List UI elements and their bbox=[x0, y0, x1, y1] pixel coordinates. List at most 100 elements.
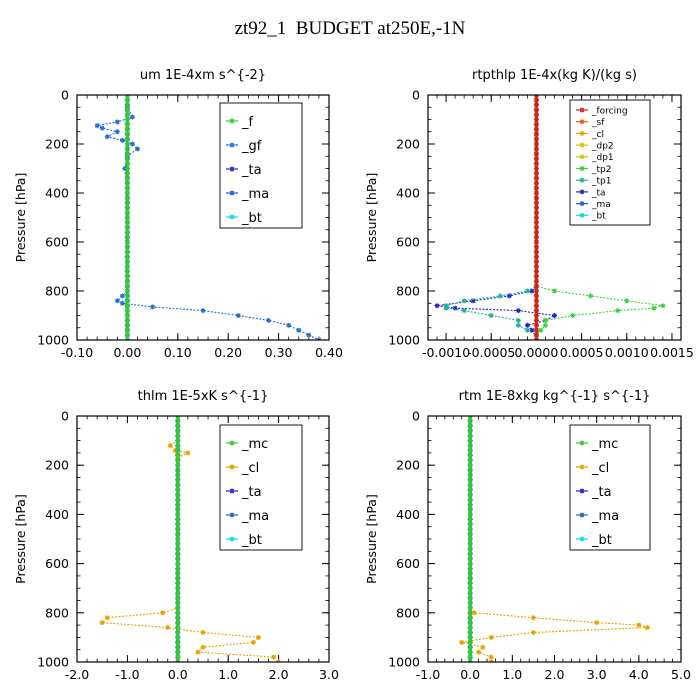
point-f bbox=[124, 293, 130, 299]
point-mc bbox=[467, 634, 473, 640]
point-mc bbox=[467, 457, 473, 463]
legend-label: _ta bbox=[241, 163, 262, 178]
legend-marker bbox=[229, 440, 235, 446]
point-f bbox=[124, 288, 130, 294]
point-mc bbox=[467, 526, 473, 532]
point-forcing bbox=[533, 180, 539, 186]
point-mc bbox=[467, 467, 473, 473]
panel-title: thlm 1E-5xK s^{-1} bbox=[138, 389, 269, 404]
point-f bbox=[124, 112, 130, 118]
point-f bbox=[124, 313, 130, 318]
point-cl bbox=[200, 644, 206, 650]
point-mc bbox=[467, 502, 473, 508]
x-tick-label: 0.0 bbox=[460, 667, 480, 682]
point-mc bbox=[175, 487, 181, 493]
x-tick-label: 0.10 bbox=[164, 345, 192, 360]
point-forcing bbox=[533, 131, 539, 137]
point-tp2 bbox=[542, 322, 548, 328]
point-mc bbox=[175, 600, 181, 606]
plot-frame bbox=[427, 94, 682, 341]
point-mc bbox=[175, 443, 181, 449]
series-group bbox=[459, 416, 650, 662]
point-f bbox=[124, 180, 130, 186]
x-tick-label: 3.0 bbox=[587, 667, 607, 682]
point-forcing bbox=[533, 264, 539, 269]
point-mc bbox=[175, 634, 181, 640]
point-f bbox=[124, 141, 130, 147]
point-mc bbox=[467, 570, 473, 576]
y-axis-label: Pressure [hPa] bbox=[13, 494, 28, 584]
point-mc bbox=[175, 629, 181, 635]
point-f bbox=[124, 322, 130, 328]
page-title: zt92_1 BUDGET at250E,-1N bbox=[234, 18, 466, 39]
point-mc bbox=[467, 423, 473, 429]
point-mc bbox=[175, 654, 181, 660]
x-tick-label: -1.0 bbox=[115, 667, 139, 682]
point-mc bbox=[175, 615, 181, 621]
x-tick-label: 0.30 bbox=[265, 345, 293, 360]
point-cl bbox=[185, 450, 191, 456]
legend-marker bbox=[579, 107, 585, 113]
point-forcing bbox=[533, 185, 539, 191]
x-tick-label: -0.0005 bbox=[467, 345, 515, 360]
point-cl bbox=[488, 654, 494, 660]
y-tick-label: 600 bbox=[45, 235, 69, 250]
x-tick-label: -2.0 bbox=[65, 667, 89, 682]
point-mc bbox=[175, 526, 181, 532]
point-forcing bbox=[533, 190, 539, 196]
point-mc bbox=[467, 521, 473, 527]
y-tick-label: 600 bbox=[396, 235, 420, 250]
x-tick-label: 4.0 bbox=[629, 667, 649, 682]
point-cl bbox=[271, 654, 277, 660]
point-mc bbox=[175, 620, 181, 626]
point-ta bbox=[506, 293, 512, 299]
y-tick-label: 200 bbox=[45, 458, 69, 473]
point-mc bbox=[467, 472, 473, 478]
legend-label: _bt bbox=[591, 533, 612, 548]
panel-2: rtpthlp 1E-4x(kg K)/(kg s) Pressure [hPa]… bbox=[364, 68, 694, 360]
point-cl bbox=[459, 639, 465, 645]
point-f bbox=[124, 131, 130, 137]
y-tick-label: 200 bbox=[396, 137, 420, 152]
legend-label: _ma bbox=[241, 187, 269, 202]
point-f bbox=[124, 264, 130, 269]
point-mc bbox=[175, 457, 181, 463]
point-mc bbox=[467, 575, 473, 581]
legend-label: _cl bbox=[241, 461, 259, 476]
point-cl bbox=[99, 620, 105, 626]
point-gf bbox=[150, 304, 156, 310]
point-mc bbox=[175, 472, 181, 478]
x-tick-label: 2.0 bbox=[545, 667, 565, 682]
point-mc bbox=[175, 516, 181, 522]
point-gf bbox=[296, 327, 302, 333]
point-mc bbox=[175, 541, 181, 547]
point-forcing bbox=[533, 141, 539, 147]
plot-frame bbox=[427, 415, 682, 663]
point-mc bbox=[175, 492, 181, 498]
point-tp1 bbox=[461, 308, 467, 314]
legend-label: _mc bbox=[241, 437, 268, 452]
point-forcing bbox=[533, 102, 539, 108]
point-forcing bbox=[533, 239, 539, 245]
point-tp2 bbox=[588, 293, 594, 299]
legend-marker bbox=[229, 166, 235, 172]
point-mc bbox=[175, 546, 181, 552]
point-tp2 bbox=[624, 298, 630, 304]
y-tick-label: 1000 bbox=[388, 655, 420, 670]
point-cl bbox=[471, 610, 477, 616]
point-gf bbox=[235, 313, 241, 318]
point-mc bbox=[467, 644, 473, 650]
point-forcing bbox=[533, 166, 539, 171]
legend-label: _ta bbox=[591, 188, 606, 198]
plot-frame bbox=[76, 94, 330, 341]
y-tick-label: 400 bbox=[45, 507, 69, 522]
point-forcing bbox=[533, 136, 539, 142]
point-cl bbox=[476, 649, 482, 655]
legend-label: _bt bbox=[241, 211, 262, 226]
point-cl bbox=[195, 649, 201, 655]
point-f bbox=[124, 97, 130, 103]
legend-marker bbox=[579, 201, 585, 207]
legend-box bbox=[569, 424, 651, 551]
point-f bbox=[124, 224, 130, 230]
point-mc bbox=[175, 585, 181, 591]
